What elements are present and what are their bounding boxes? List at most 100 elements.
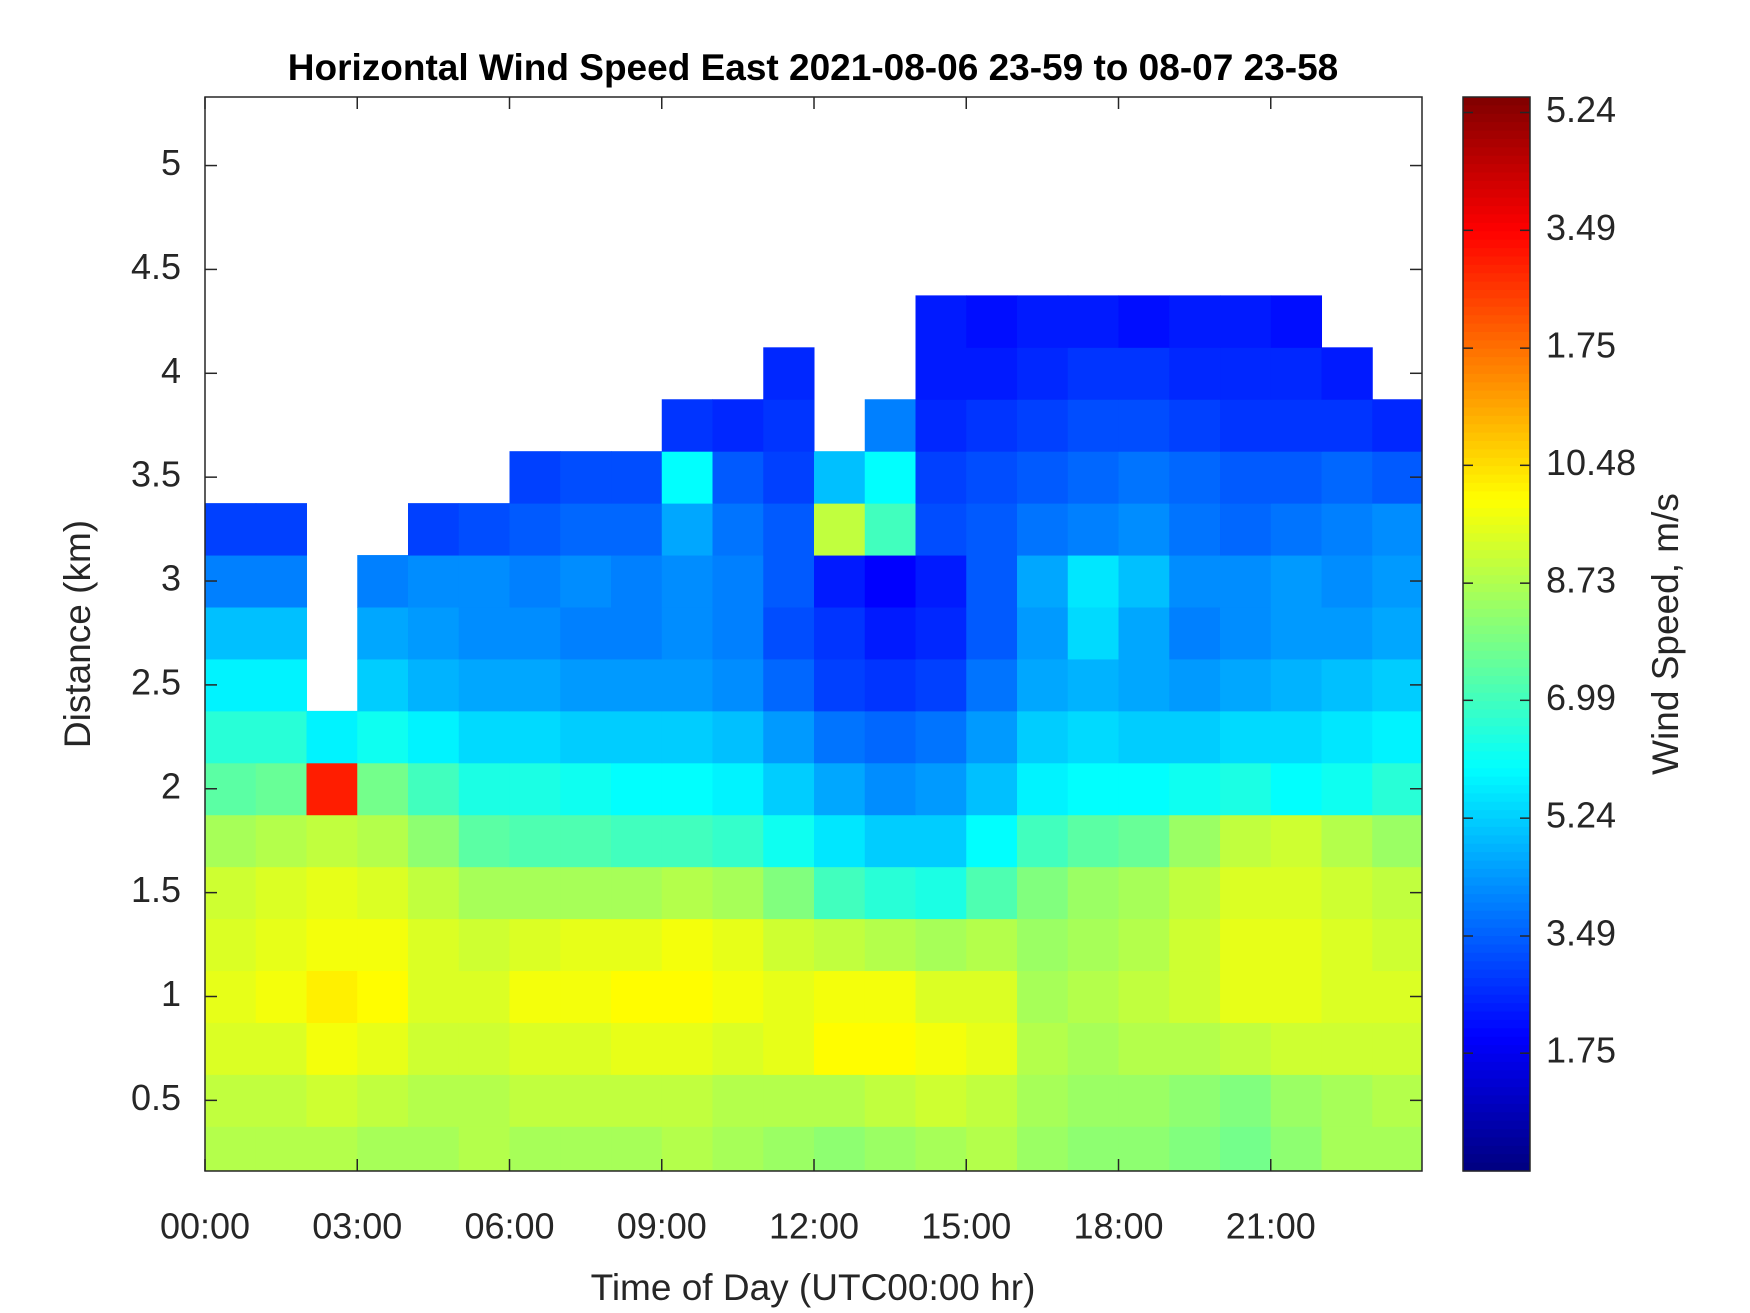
heatmap-cell [1169,503,1221,556]
colorbar-segment [1463,348,1530,358]
heatmap-cell [509,451,561,504]
heatmap-cell [560,555,612,608]
heatmap-cell [1169,399,1221,452]
heatmap-cell [864,1074,917,1127]
heatmap-cell [205,503,257,556]
colorbar-segment [1463,642,1530,652]
colorbar-segment [1463,910,1530,920]
colorbar-segment [1463,659,1530,669]
heatmap-cell [255,606,308,660]
heatmap-cell [1067,918,1120,972]
heatmap-cell [611,710,663,764]
colorbar-segment [1463,399,1530,409]
colorbar-segment [1463,868,1530,878]
heatmap-cell [966,399,1018,452]
heatmap-cell [357,658,409,712]
heatmap-cell [763,347,815,400]
colorbar-segment [1463,206,1530,216]
heatmap-cell [255,1022,308,1075]
heatmap-cell [864,970,917,1023]
colorbar-segment [1463,197,1530,207]
heatmap-cell [1270,866,1323,920]
heatmap-cell [814,1126,866,1171]
heatmap-cell [1220,918,1272,972]
heatmap-cell [915,970,967,1023]
heatmap-cell [1372,918,1422,972]
heatmap-cell [966,1074,1018,1127]
colorbar-segment [1463,994,1530,1004]
y-axis-label: Distance (km) [57,520,98,748]
heatmap-cell [763,1074,815,1127]
colorbar-segment [1463,894,1530,904]
heatmap-cell [611,814,663,868]
heatmap-cell [915,295,967,348]
heatmap-cell [661,918,714,972]
heatmap-cell [1118,295,1170,348]
heatmap-cell [1067,555,1120,608]
heatmap-cell [255,1074,308,1127]
heatmap-cell [509,814,561,868]
colorbar-segment [1463,331,1530,341]
heatmap-cell [255,503,308,556]
heatmap-cell [1118,970,1170,1023]
colorbar-segment [1463,692,1530,702]
heatmap-cell [1118,918,1170,972]
colorbar-segment [1463,885,1530,895]
heatmap-cell [864,399,917,452]
heatmap-cell [357,970,409,1023]
heatmap-cell [763,1126,815,1171]
heatmap-cell [1270,1022,1323,1075]
heatmap-cell [1372,503,1422,556]
heatmap-cell [814,658,866,712]
heatmap-cell [915,814,967,868]
colorbar-segment [1463,684,1530,694]
heatmap-cell [560,762,612,816]
heatmap-cell [458,1022,511,1075]
colorbar-segment [1463,927,1530,937]
heatmap-cell [915,1126,967,1171]
heatmap-cell [1220,1022,1272,1075]
colorbar-segment [1463,801,1530,811]
y-tick-label: 3.5 [131,454,181,495]
heatmap-cell [408,814,460,868]
heatmap-cell [1118,1022,1170,1075]
colorbar-segment [1463,961,1530,971]
heatmap-cell [1067,762,1120,816]
colorbar-segment [1463,180,1530,190]
heatmap-cell [458,710,511,764]
heatmap-cell [1017,451,1069,504]
heatmap-cell [357,814,409,868]
heatmap-cell [306,814,358,868]
heatmap-cell [1118,503,1170,556]
heatmap-cell [1270,918,1323,972]
heatmap-cell [408,918,460,972]
heatmap-cell [1067,503,1120,556]
heatmap-cell [712,451,764,504]
heatmap-cell [1270,295,1323,348]
heatmap-cell [306,1126,358,1171]
colorbar-segment [1463,978,1530,988]
colorbar-segment [1463,441,1530,451]
heatmap-cell [915,606,967,660]
heatmap-cell [814,606,866,660]
heatmap-cell [1067,606,1120,660]
colorbar-segment [1463,298,1530,308]
heatmap-cell [814,710,866,764]
colorbar-segment [1463,743,1530,753]
heatmap-cell [408,1126,460,1171]
x-tick-label: 03:00 [312,1206,402,1247]
heatmap-cell [1017,762,1069,816]
colorbar-segment [1463,575,1530,585]
colorbar-segment [1463,550,1530,560]
colorbar-segment [1463,1162,1530,1172]
colorbar-segment [1463,936,1530,946]
colorbar-tick-label: 6.99 [1546,677,1616,718]
heatmap-cell [1169,347,1221,400]
colorbar-segment [1463,1028,1530,1038]
heatmap-cell [560,866,612,920]
colorbar-tick-label: 1.75 [1546,325,1616,366]
colorbar-segment [1463,969,1530,979]
colorbar-segment [1463,315,1530,325]
heatmap-cell [712,814,764,868]
y-tick-label: 5 [161,142,181,183]
